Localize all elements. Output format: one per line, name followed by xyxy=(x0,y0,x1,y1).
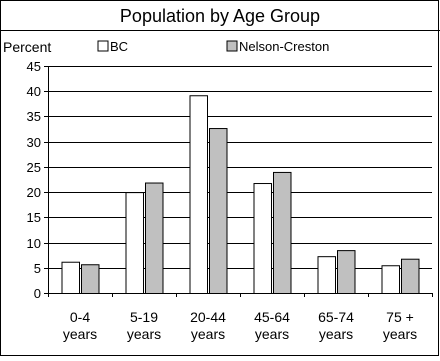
legend-label-bc: BC xyxy=(110,39,128,54)
legend-swatch-bc xyxy=(97,40,109,52)
y-tick-label: 45 xyxy=(27,59,41,74)
bar-nelson-creston xyxy=(81,264,100,295)
y-tick-label: 10 xyxy=(27,236,41,251)
chart-title: Population by Age Group xyxy=(120,6,320,26)
x-tick-labels: 0-4 years 5-19 years 20-44 years 45-64 years 65-… xyxy=(63,309,417,342)
legend-swatch-nelson-creston xyxy=(226,40,238,52)
bar-nelson-creston xyxy=(401,258,420,295)
y-tick-label: 5 xyxy=(34,261,41,276)
y-tick-label: 35 xyxy=(27,109,41,124)
x-tick-label: 75 + years xyxy=(383,309,417,342)
x-tick-label: 5-19 years xyxy=(127,309,161,342)
bar-nelson-creston xyxy=(337,250,356,294)
gridlines xyxy=(48,66,432,269)
y-tick-label: 30 xyxy=(27,135,41,150)
y-tick-label: 25 xyxy=(27,160,41,175)
bar-bc xyxy=(61,261,80,295)
x-tick-label: 20-44 years xyxy=(190,309,226,342)
bar-nelson-creston xyxy=(209,128,228,294)
bar-bc xyxy=(253,183,272,294)
y-tick-label: 0 xyxy=(34,286,41,301)
bar-bc xyxy=(125,192,144,294)
bar-bc xyxy=(381,265,400,294)
bar-nelson-creston xyxy=(145,182,164,295)
bar-bc xyxy=(317,256,336,295)
legend-label-nelson-creston: Nelson-Creston xyxy=(239,39,329,54)
y-tick-label: 40 xyxy=(27,84,41,99)
y-tick-label: 20 xyxy=(27,185,41,200)
bar-nelson-creston xyxy=(273,171,292,294)
x-tick-label: 0-4 years xyxy=(63,309,97,342)
y-axis-label: Percent xyxy=(3,39,51,55)
axes xyxy=(44,66,433,297)
x-tick-label: 45-64 years xyxy=(254,309,290,342)
bar-bc xyxy=(189,95,208,294)
legend: BC Nelson-Creston xyxy=(97,39,329,54)
x-tick-label: 65-74 years xyxy=(318,309,354,342)
y-tick-label: 15 xyxy=(27,210,41,225)
y-tick-labels: 0 5 10 15 20 25 30 35 40 45 xyxy=(27,59,41,301)
